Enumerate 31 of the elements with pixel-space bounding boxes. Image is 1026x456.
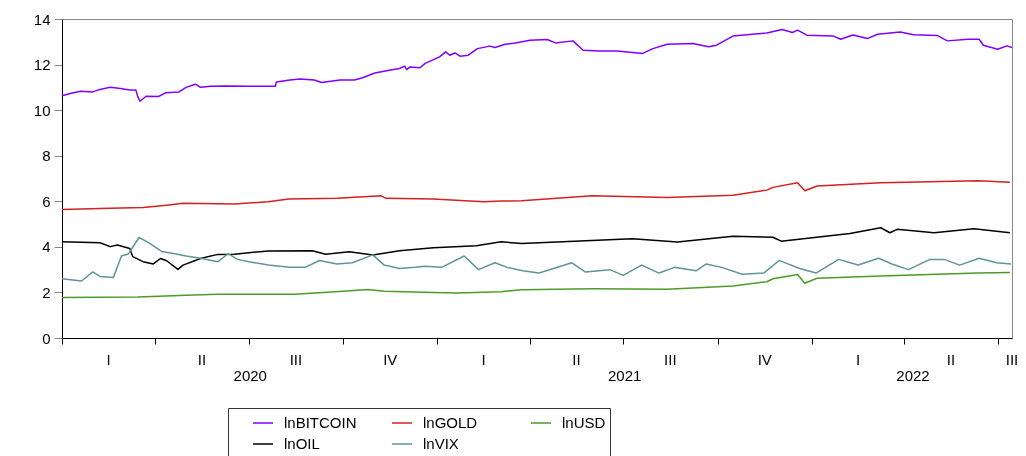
legend-label: lnGOLD xyxy=(423,414,478,431)
x-tick-label: 2022 xyxy=(896,366,930,384)
y-tick-label: 8 xyxy=(42,147,51,165)
y-tick-label: 14 xyxy=(33,10,51,28)
x-tick-label: 2020 xyxy=(233,366,267,384)
text: I xyxy=(106,351,111,368)
text: III xyxy=(664,351,677,368)
line-series xyxy=(61,180,1011,211)
text: III xyxy=(1005,351,1019,368)
y-tick-label: 2 xyxy=(42,283,51,301)
y-tick-label: 10 xyxy=(33,101,51,119)
text: I xyxy=(856,351,861,368)
text: II xyxy=(197,351,207,368)
text: II xyxy=(572,351,581,368)
legend-label: lnBITCOIN xyxy=(284,414,357,431)
y-tick-label: 0 xyxy=(42,329,51,347)
line-series xyxy=(61,236,1012,282)
text: I xyxy=(481,351,486,368)
legend-label: lnVIX xyxy=(423,435,459,452)
text: II xyxy=(946,351,956,368)
y-tick-label: 12 xyxy=(33,56,51,74)
line-series xyxy=(61,271,1011,299)
y-tick-label: 6 xyxy=(42,192,51,210)
y-tick-label: 4 xyxy=(42,238,51,256)
legend-label: lnUSD xyxy=(562,414,606,431)
legend-label: lnOIL xyxy=(284,435,320,452)
line-series xyxy=(61,28,1013,103)
text: IV xyxy=(757,351,772,368)
text: III xyxy=(289,351,303,368)
text: IV xyxy=(383,351,398,368)
x-tick-label: 2021 xyxy=(608,366,642,384)
